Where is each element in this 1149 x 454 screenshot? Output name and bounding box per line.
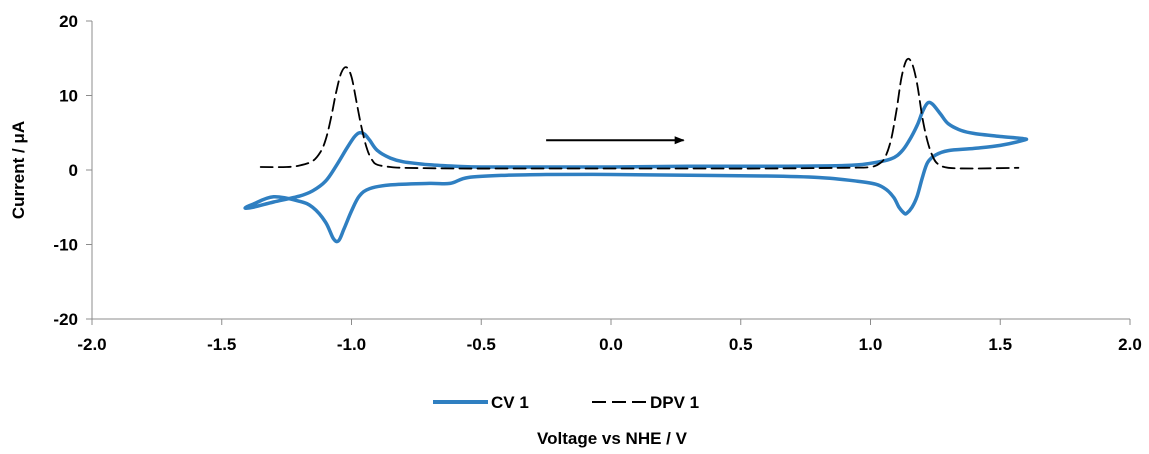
x-tick-label: -0.5: [467, 335, 496, 354]
x-tick-label: 0.5: [729, 335, 753, 354]
legend-label-dpv-1: DPV 1: [650, 393, 699, 412]
x-tick-label: 2.0: [1118, 335, 1142, 354]
x-axis-title: Voltage vs NHE / V: [537, 429, 688, 448]
tick-labels: 20 10 0 -10 -20 -2.0 -1.5 -1.0 -0.5 0.0 0.5 1.0 1.5 2…: [53, 12, 1141, 354]
y-tick-label: 20: [59, 12, 78, 31]
y-tick-label: -10: [53, 236, 78, 255]
x-tick-label: -1.5: [207, 335, 236, 354]
x-tick-label: 1.0: [859, 335, 883, 354]
legend-label-cv-1: CV 1: [491, 393, 529, 412]
x-tick-label: 0.0: [599, 335, 623, 354]
y-tick-label: 10: [59, 87, 78, 106]
series-layer: [243, 57, 1029, 244]
y-tick-label: 0: [69, 161, 78, 180]
series-line-cv-1: [243, 100, 1029, 244]
legend: CV 1 DPV 1: [433, 393, 699, 412]
y-tick-label: -20: [53, 310, 78, 329]
x-tick-label: -2.0: [77, 335, 106, 354]
series-line-dpv-1: [259, 57, 1020, 170]
axes: [86, 20, 1131, 325]
x-tick-label: -1.0: [337, 335, 366, 354]
y-axis-title: Current / μA: [9, 121, 28, 219]
x-tick-label: 1.5: [988, 335, 1012, 354]
